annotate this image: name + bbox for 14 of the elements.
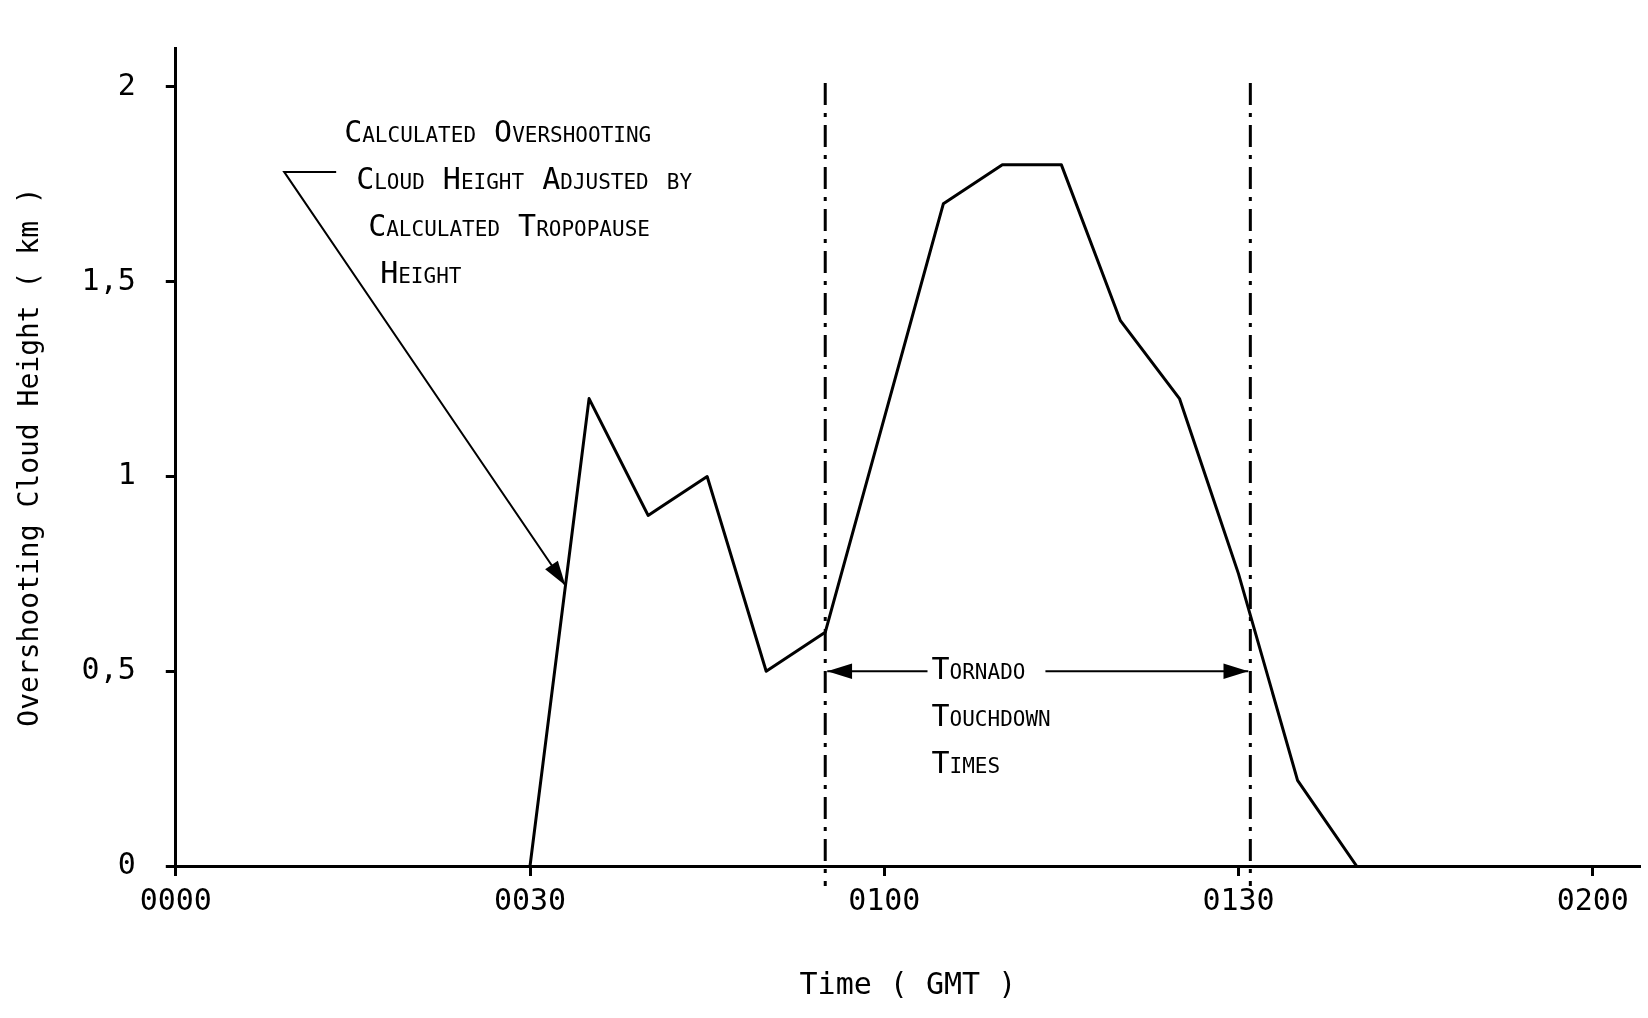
annotation: Tornado Touchdown Times (931, 651, 1051, 781)
y-axis-title: Overshooting Cloud Height ( km ) (12, 187, 46, 727)
x-tick-label: 0130 (1202, 881, 1275, 917)
y-tick-label: 2 (117, 66, 136, 102)
y-tick-label: 1,5 (81, 261, 136, 297)
annotation: Calculated Overshooting Cloud Height Adjusted by Calculated Tropopause Height (344, 113, 693, 290)
y-tick-label: 0,5 (81, 651, 136, 687)
y-tick-label: 1 (117, 456, 136, 492)
x-axis-title: Time ( GMT ) (799, 965, 1017, 1001)
x-tick-label: 0000 (139, 881, 212, 917)
y-tick-label: 0 (117, 845, 136, 881)
x-tick-label: 0100 (848, 881, 921, 917)
x-tick-label: 0200 (1556, 881, 1629, 917)
x-tick-label: 0030 (493, 881, 567, 917)
